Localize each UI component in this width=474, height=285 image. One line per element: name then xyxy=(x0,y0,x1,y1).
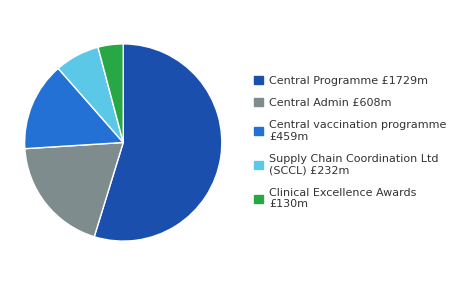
Wedge shape xyxy=(94,44,222,241)
Wedge shape xyxy=(25,68,123,149)
Wedge shape xyxy=(98,44,123,142)
Wedge shape xyxy=(58,47,123,142)
Wedge shape xyxy=(25,142,123,237)
Legend: Central Programme £1729m, Central Admin £608m, Central vaccination programme
£45: Central Programme £1729m, Central Admin … xyxy=(255,76,446,209)
